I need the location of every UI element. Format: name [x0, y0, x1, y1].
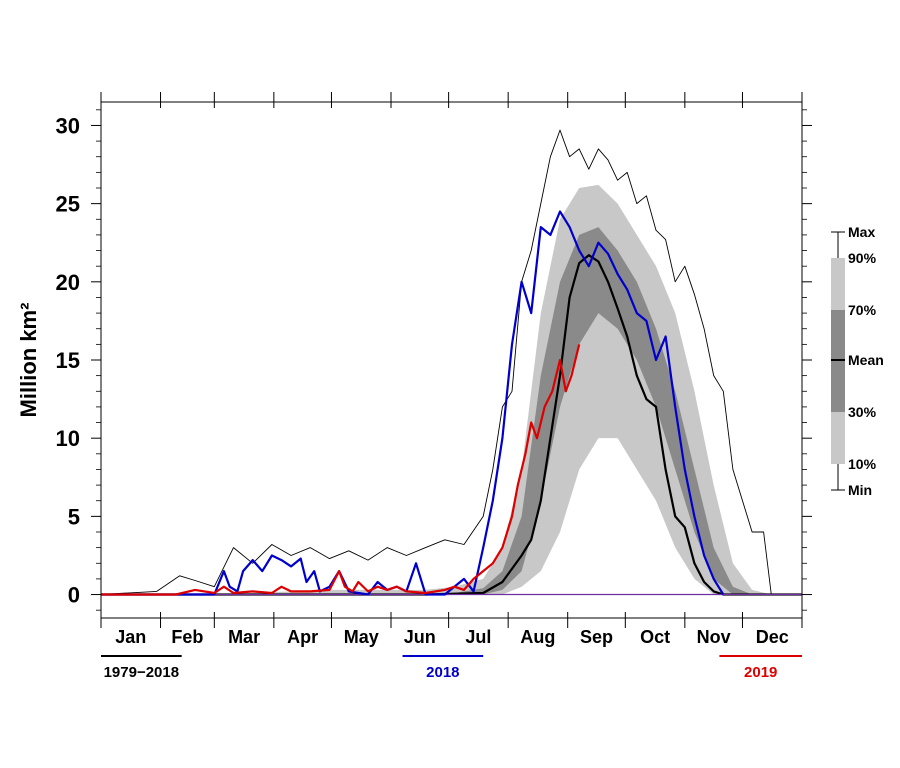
x-month-label: Apr	[287, 627, 318, 647]
y-tick-label: 5	[68, 504, 80, 529]
x-month-label: Jun	[404, 627, 436, 647]
period-label: 2018	[426, 664, 459, 681]
x-axis: Jan Feb Mar Apr May Jun Jul Aug Sep Oct Nov Dec	[100, 92, 803, 647]
legend-label: 30%	[848, 404, 877, 420]
x-month-label: Dec	[756, 627, 789, 647]
x-month-label: Sep	[580, 627, 613, 647]
x-month-label: Aug	[520, 627, 555, 647]
x-month-label: Oct	[640, 627, 670, 647]
x-month-label: Nov	[697, 627, 731, 647]
legend-label: Min	[848, 482, 872, 498]
y-tick-label: 30	[56, 113, 80, 138]
legend-label: 70%	[848, 302, 877, 318]
y-tick-label: 0	[68, 583, 80, 608]
x-month-label: Feb	[171, 627, 203, 647]
max-line-19792018-1	[100, 129, 781, 595]
x-month-label: Jan	[115, 627, 146, 647]
legend-label: 90%	[848, 250, 877, 266]
period-label: 2019	[744, 664, 777, 681]
x-month-label: Mar	[228, 627, 260, 647]
y-axis: 0 5 10 15 20 25 30	[56, 109, 812, 611]
x-month-label: Jul	[465, 627, 491, 647]
period-label: 1979−2018	[104, 664, 180, 681]
y-tick-label: 20	[56, 270, 80, 295]
band-30-70	[101, 227, 802, 595]
legend-label: 10%	[848, 456, 877, 472]
y-axis-label: Million km²	[16, 303, 41, 418]
period-labels: 1979−2018 2018 2019	[101, 655, 802, 681]
series-lines	[100, 129, 802, 596]
y-tick-label: 15	[56, 348, 80, 373]
y-tick-label: 10	[56, 426, 80, 451]
mean-line-19792018-0	[101, 254, 802, 596]
percentile-bands	[101, 184, 802, 595]
percentile-legend: Max 90% 70% Mean 30% 10% Min	[831, 224, 884, 498]
series-line-2019-4	[101, 344, 581, 596]
legend-label: Max	[848, 224, 875, 240]
legend-label: Mean	[848, 352, 884, 368]
x-month-label: May	[344, 627, 379, 647]
y-tick-label: 25	[56, 192, 80, 217]
